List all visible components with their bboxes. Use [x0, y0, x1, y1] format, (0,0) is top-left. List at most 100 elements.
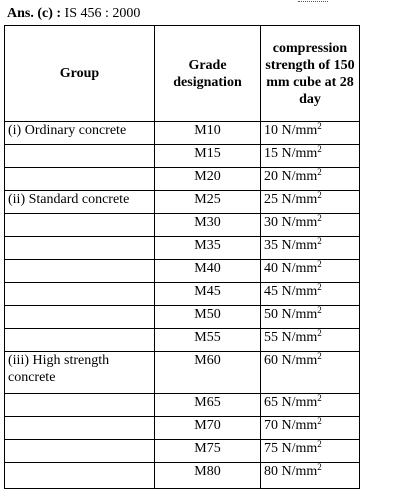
group-cell — [4, 282, 155, 306]
strength-cell: 10 N/mm2 — [260, 121, 360, 145]
header-grade: Grade designation — [154, 25, 261, 122]
table-row: M30 30 N/mm2 — [4, 213, 360, 237]
grade-cell: M55 — [154, 328, 261, 352]
strength-unit-exponent: 2 — [317, 328, 322, 338]
strength-value: 75 — [264, 441, 278, 456]
grade-cell: M75 — [154, 439, 261, 463]
group-cell — [4, 393, 155, 417]
strength-unit: N/mm — [281, 146, 318, 161]
strength-unit-exponent: 2 — [317, 439, 322, 449]
strength-cell: 50 N/mm2 — [260, 305, 360, 329]
strength-unit: N/mm — [281, 395, 318, 410]
strength-cell: 15 N/mm2 — [260, 144, 360, 168]
strength-unit: N/mm — [281, 123, 318, 138]
table-row: (iii) High strength concrete M60 60 N/mm2 — [4, 351, 360, 394]
strength-cell: 75 N/mm2 — [260, 439, 360, 463]
strength-unit-exponent: 2 — [317, 351, 322, 361]
group-cell — [4, 167, 155, 191]
grade-cell: M20 — [154, 167, 261, 191]
grade-cell: M10 — [154, 121, 261, 145]
answer-line: Ans. (c) : IS 456 : 2000 — [4, 4, 359, 26]
table-row: M35 35 N/mm2 — [4, 236, 360, 260]
answer-label: Ans. (c) : — [7, 6, 62, 21]
table-header-row: Group Grade designation compression stre… — [4, 25, 360, 122]
strength-cell: 80 N/mm2 — [260, 462, 360, 489]
strength-unit-exponent: 2 — [317, 190, 322, 200]
strength-value: 50 — [264, 307, 278, 322]
answer-text: IS 456 : 2000 — [64, 6, 141, 21]
strength-value: 70 — [264, 418, 278, 433]
table-row: (i) Ordinary concrete M10 10 N/mm2 — [4, 121, 360, 145]
grade-cell: M50 — [154, 305, 261, 329]
strength-unit: N/mm — [281, 261, 318, 276]
strength-value: 45 — [264, 284, 278, 299]
strength-unit: N/mm — [281, 464, 318, 479]
strength-value: 25 — [264, 192, 278, 207]
strength-cell: 55 N/mm2 — [260, 328, 360, 352]
table-row: M40 40 N/mm2 — [4, 259, 360, 283]
grade-cell: M65 — [154, 393, 261, 417]
strength-unit-exponent: 2 — [317, 167, 322, 177]
strength-unit-exponent: 2 — [317, 236, 322, 246]
grade-cell: M80 — [154, 462, 261, 489]
header-group: Group — [4, 25, 155, 122]
strength-unit-exponent: 2 — [317, 213, 322, 223]
table-row: M75 75 N/mm2 — [4, 439, 360, 463]
dotted-mark — [298, 1, 328, 4]
strength-cell: 40 N/mm2 — [260, 259, 360, 283]
strength-unit-exponent: 2 — [317, 416, 322, 426]
strength-value: 55 — [264, 330, 278, 345]
strength-unit-exponent: 2 — [317, 282, 322, 292]
table-row: (ii) Standard concrete M25 25 N/mm2 — [4, 190, 360, 214]
group-cell: (ii) Standard concrete — [4, 190, 155, 214]
table-row: M50 50 N/mm2 — [4, 305, 360, 329]
group-cell — [4, 305, 155, 329]
strength-value: 60 — [264, 353, 278, 368]
strength-unit: N/mm — [281, 330, 318, 345]
strength-unit: N/mm — [281, 192, 318, 207]
strength-value: 80 — [264, 464, 278, 479]
strength-cell: 35 N/mm2 — [260, 236, 360, 260]
group-cell — [4, 462, 155, 489]
strength-unit-exponent: 2 — [317, 259, 322, 269]
strength-unit-exponent: 2 — [317, 305, 322, 315]
group-cell — [4, 236, 155, 260]
table-row: M20 20 N/mm2 — [4, 167, 360, 191]
strength-cell: 70 N/mm2 — [260, 416, 360, 440]
strength-cell: 65 N/mm2 — [260, 393, 360, 417]
strength-value: 10 — [264, 123, 278, 138]
group-cell — [4, 259, 155, 283]
strength-value: 20 — [264, 169, 278, 184]
strength-unit-exponent: 2 — [317, 121, 322, 131]
grade-cell: M30 — [154, 213, 261, 237]
strength-value: 15 — [264, 146, 278, 161]
strength-unit: N/mm — [281, 215, 318, 230]
header-strength: compression strength of 150 mm cube at 2… — [260, 25, 360, 122]
strength-unit: N/mm — [281, 441, 318, 456]
strength-unit-exponent: 2 — [317, 393, 322, 403]
strength-value: 30 — [264, 215, 278, 230]
group-cell — [4, 439, 155, 463]
group-cell — [4, 144, 155, 168]
strength-unit: N/mm — [281, 284, 318, 299]
strength-unit-exponent: 2 — [317, 144, 322, 154]
table-row: M55 55 N/mm2 — [4, 328, 360, 352]
group-cell — [4, 213, 155, 237]
strength-unit: N/mm — [281, 169, 318, 184]
strength-unit-exponent: 2 — [317, 462, 322, 472]
strength-unit: N/mm — [281, 418, 318, 433]
grade-cell: M25 — [154, 190, 261, 214]
table-row: M65 65 N/mm2 — [4, 393, 360, 417]
strength-unit: N/mm — [281, 307, 318, 322]
strength-unit: N/mm — [281, 353, 318, 368]
strength-unit: N/mm — [281, 238, 318, 253]
group-cell — [4, 416, 155, 440]
grade-cell: M45 — [154, 282, 261, 306]
strength-cell: 20 N/mm2 — [260, 167, 360, 191]
group-cell: (i) Ordinary concrete — [4, 121, 155, 145]
strength-cell: 30 N/mm2 — [260, 213, 360, 237]
table-row: M70 70 N/mm2 — [4, 416, 360, 440]
strength-value: 35 — [264, 238, 278, 253]
strength-cell: 60 N/mm2 — [260, 351, 360, 394]
grade-cell: M15 — [154, 144, 261, 168]
